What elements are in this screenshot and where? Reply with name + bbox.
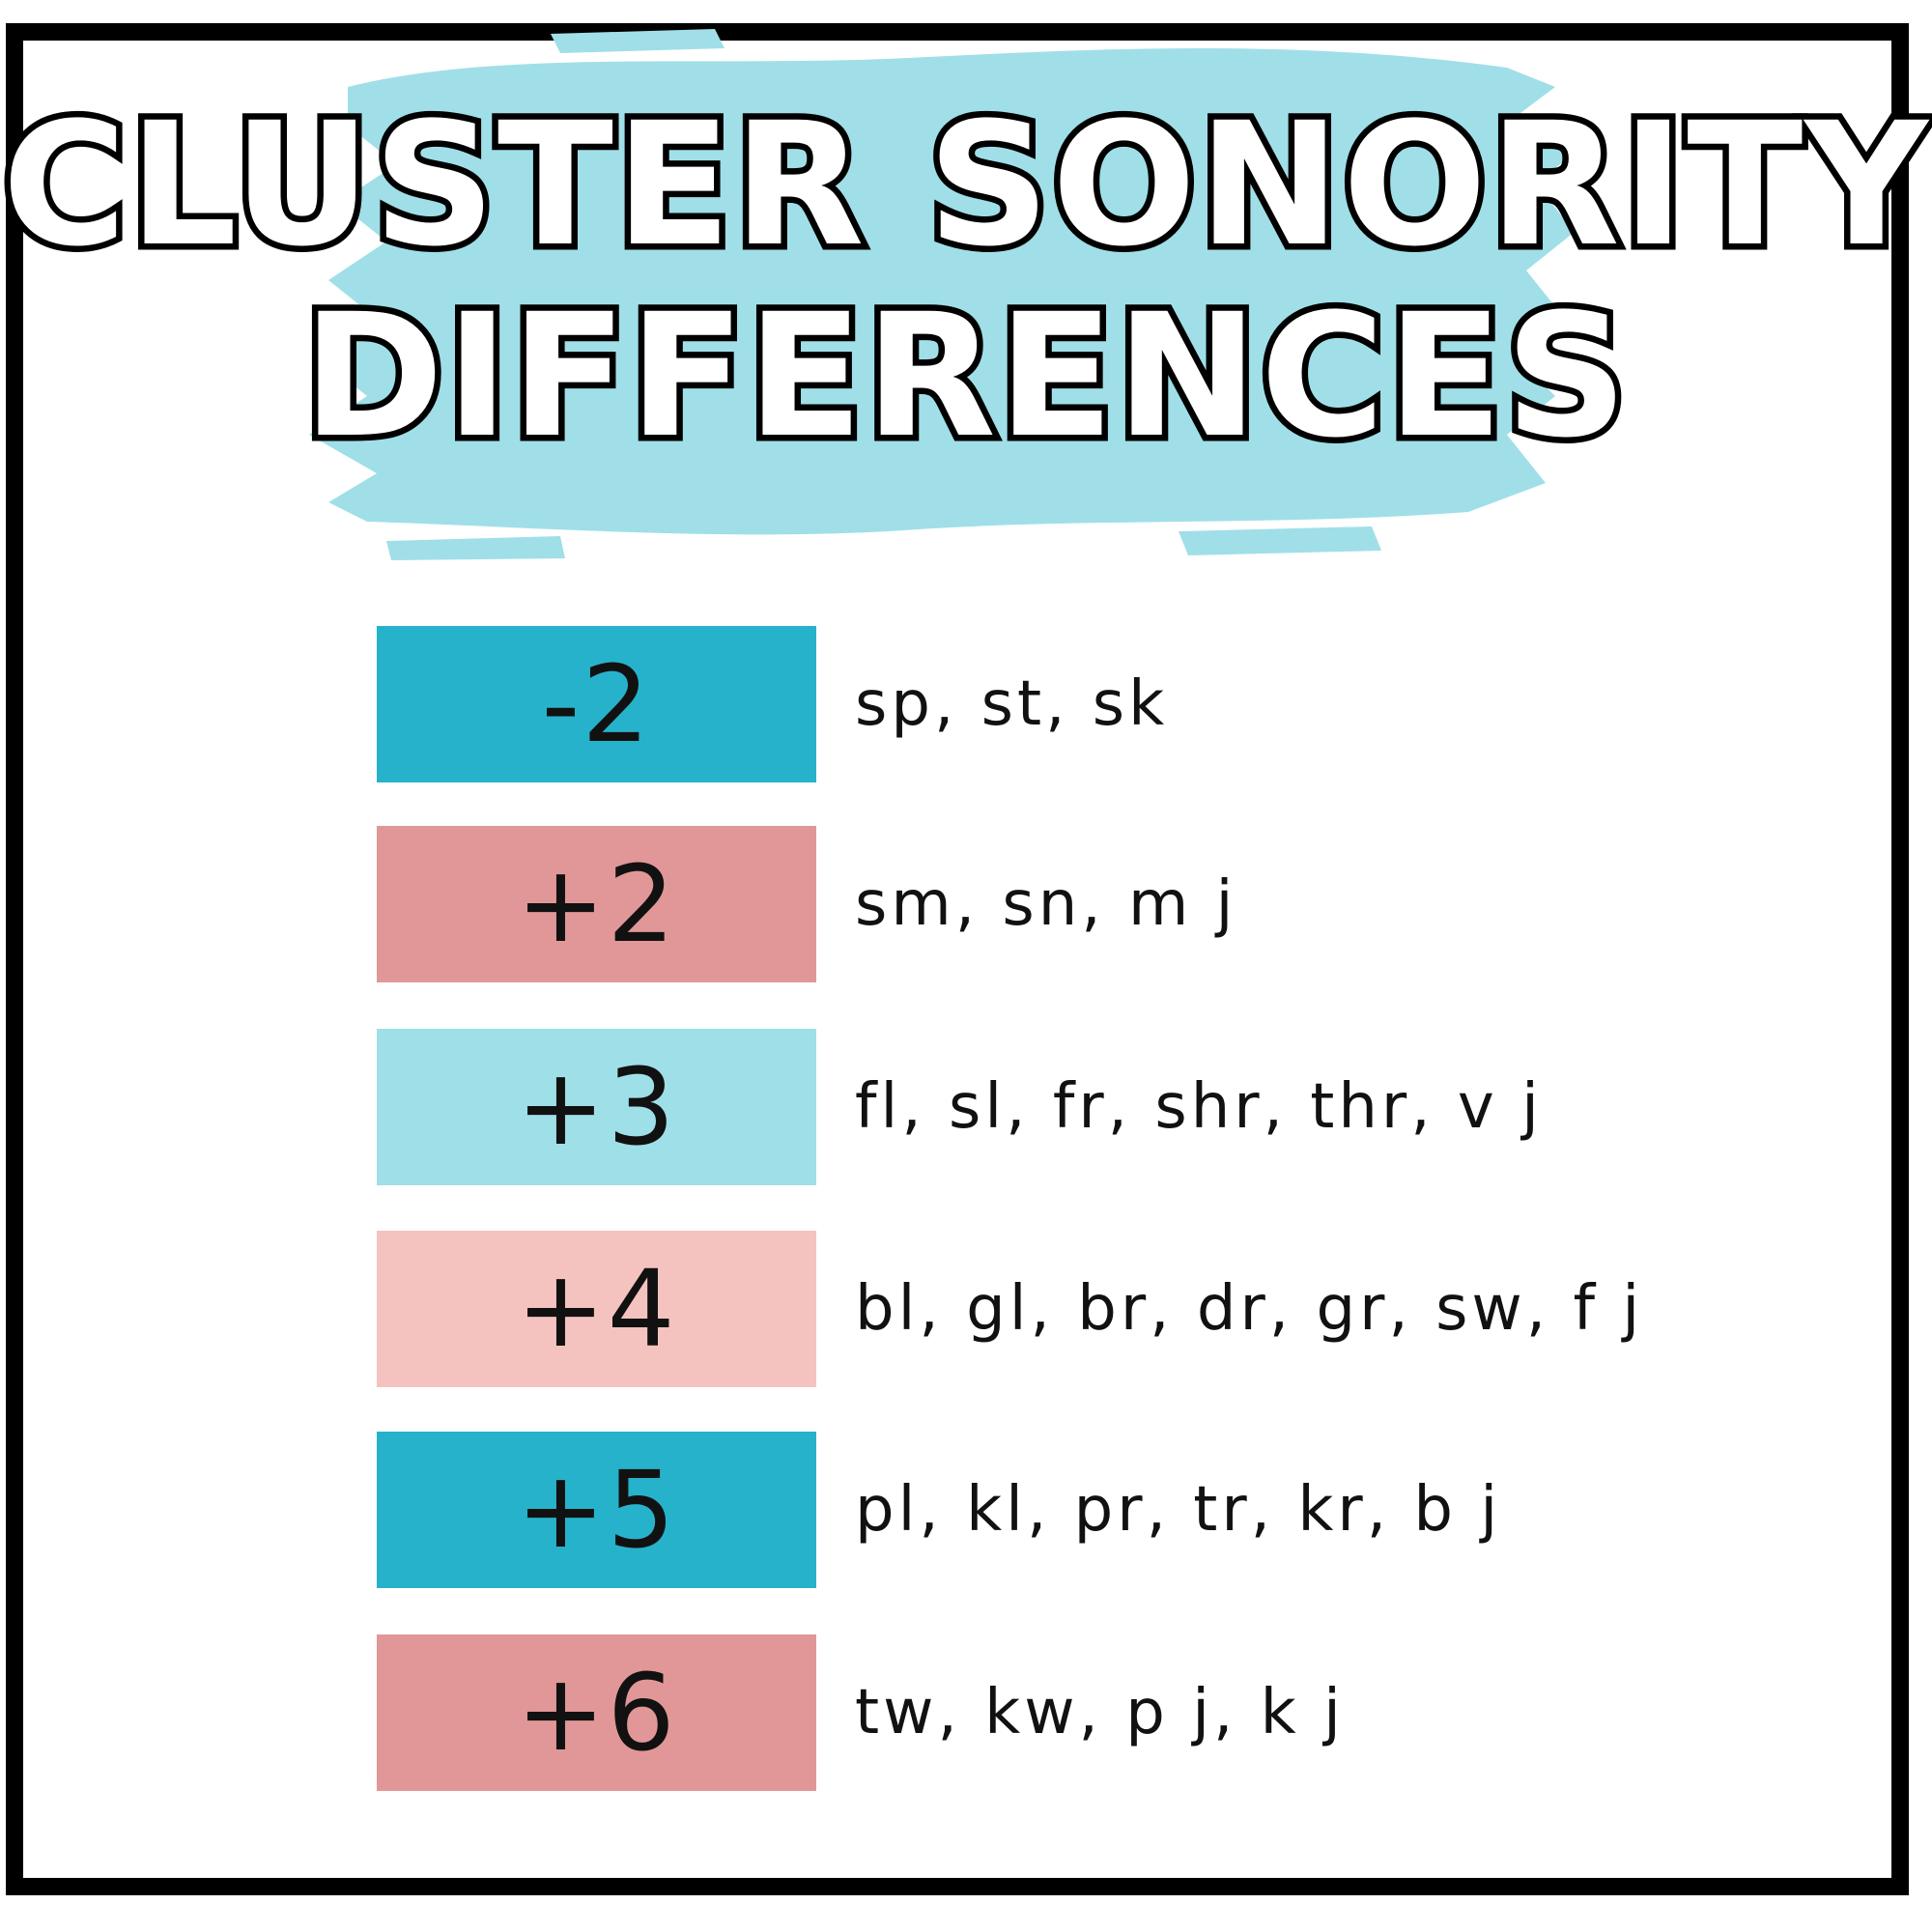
cluster-list: bl, gl, br, dr, gr, sw, f j bbox=[855, 1273, 1644, 1345]
sonority-badge: +5 bbox=[377, 1432, 816, 1588]
title-line-2: DIFFERENCES bbox=[297, 277, 1634, 475]
row-plus-3: +3 fl, sl, fr, shr, thr, v j bbox=[377, 1029, 1748, 1185]
sonority-badge: +6 bbox=[377, 1634, 816, 1791]
sonority-badge: -2 bbox=[377, 626, 816, 782]
row-plus-6: +6 tw, kw, p j, k j bbox=[377, 1634, 1748, 1791]
sonority-badge: +4 bbox=[377, 1231, 816, 1387]
cluster-list: fl, sl, fr, shr, thr, v j bbox=[855, 1071, 1543, 1143]
brush-stroke-background bbox=[309, 29, 1584, 560]
row-plus-2: +2 sm, sn, m j bbox=[377, 826, 1748, 982]
title-line-1: CLUSTER SONORITY bbox=[0, 86, 1932, 284]
row-plus-5: +5 pl, kl, pr, tr, kr, b j bbox=[377, 1432, 1748, 1588]
sonority-badge: +3 bbox=[377, 1029, 816, 1185]
row-minus-2: -2 sp, st, sk bbox=[377, 626, 1748, 782]
cluster-list: sp, st, sk bbox=[855, 668, 1169, 740]
sonority-badge: +2 bbox=[377, 826, 816, 982]
cluster-list: sm, sn, m j bbox=[855, 868, 1237, 940]
row-plus-4: +4 bl, gl, br, dr, gr, sw, f j bbox=[377, 1231, 1748, 1387]
cluster-list: pl, kl, pr, tr, kr, b j bbox=[855, 1474, 1502, 1546]
cluster-list: tw, kw, p j, k j bbox=[855, 1677, 1345, 1748]
